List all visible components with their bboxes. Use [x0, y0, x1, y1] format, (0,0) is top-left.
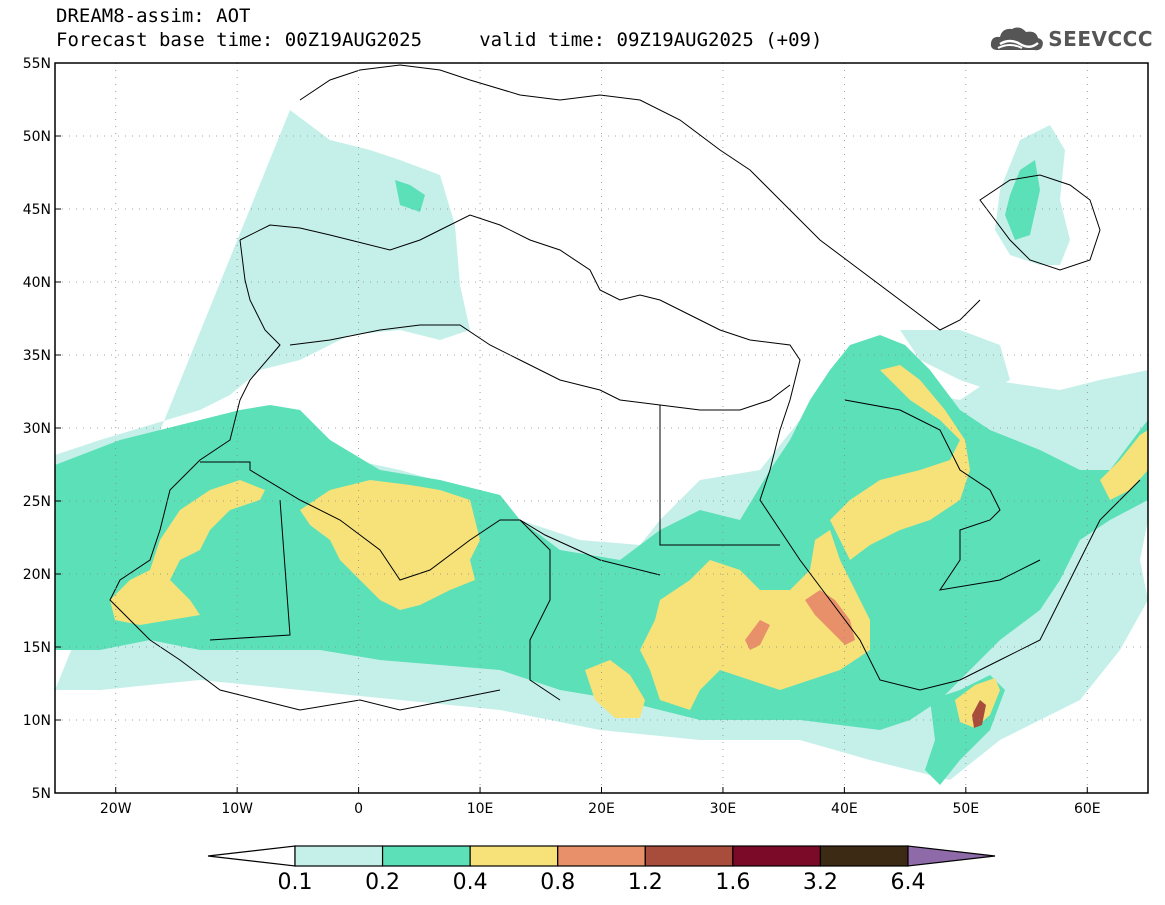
- lon-tick-label: 0: [354, 801, 363, 817]
- aot-0.4-gulf: [1100, 430, 1148, 500]
- lat-tick-label: 5N: [32, 786, 51, 802]
- cloud-icon: [991, 27, 1044, 51]
- aot-0.4-mali-algeria: [300, 480, 480, 610]
- colorbar-level-label: 0.4: [452, 870, 488, 895]
- colorbar-under-arrow: [207, 845, 296, 867]
- lat-tick-label: 10N: [23, 713, 51, 729]
- lon-tick-label: 10E: [467, 801, 494, 817]
- lon-tick-label: 50E: [952, 801, 979, 817]
- aot-0.2-caspian: [1005, 160, 1040, 240]
- colorbar-swatch: [644, 845, 734, 867]
- lon-tick-label: 20E: [588, 801, 615, 817]
- colorbar-level-label: 1.2: [627, 870, 663, 895]
- aot-0.4-west-africa: [110, 480, 265, 625]
- lon-tick-label: 10W: [221, 801, 253, 817]
- lat-tick-label: 50N: [23, 129, 51, 145]
- colorbar-level-label: 0.1: [277, 870, 313, 895]
- lat-tick-label: 20N: [23, 567, 51, 583]
- lat-tick-label: 45N: [23, 202, 51, 218]
- lon-tick-label: 60E: [1074, 801, 1101, 817]
- lat-tick-label: 15N: [23, 640, 51, 656]
- aot-0.2-france: [395, 180, 425, 212]
- aot-0.4-chad: [585, 660, 645, 718]
- colorbar-swatch: [732, 845, 822, 867]
- seevccc-logo: SEEVCCC: [990, 22, 1153, 56]
- aot-0.4-sudan: [640, 530, 870, 710]
- aot-0.4-arabia: [830, 365, 970, 560]
- colorbar-swatch: [381, 845, 471, 867]
- colorbar-level-label: 6.4: [890, 870, 926, 895]
- lat-tick-label: 35N: [23, 348, 51, 364]
- lon-tick-label: 30E: [710, 801, 737, 817]
- axis-ticks: 20W 10W 0 10E 20E 30E 40E 50E 60E 55N 50N 45N 40N 35N…: [23, 56, 1101, 817]
- forecast-times: Forecast base time: 00Z19AUG2025 valid t…: [56, 29, 823, 51]
- colorbar-swatch: [469, 845, 559, 867]
- colorbar-swatch: [557, 845, 646, 867]
- colorbar-level-label: 3.2: [802, 870, 838, 895]
- aot-0.4-somalia: [955, 678, 1000, 728]
- aot-0.8-somalia-core: [972, 700, 986, 728]
- aot-field: [55, 110, 1148, 785]
- logo-text: SEEVCCC: [1048, 27, 1153, 51]
- colorbar-over-arrow: [907, 845, 996, 867]
- lon-tick-label: 40E: [831, 801, 858, 817]
- colorbar-swatch: [819, 845, 909, 867]
- coastlines: [109, 64, 1141, 711]
- aot-0.8-red-sea: [805, 590, 855, 645]
- colorbar-swatch: [294, 845, 384, 867]
- aot-0.8-sudan-spot: [745, 620, 770, 650]
- lat-tick-label: 25N: [23, 494, 51, 510]
- colorbar-level-label: 0.8: [540, 870, 576, 895]
- colorbar-level-label: 1.6: [715, 870, 751, 895]
- lat-tick-label: 30N: [23, 421, 51, 437]
- colorbar-level-label: 0.2: [365, 870, 401, 895]
- lat-tick-label: 40N: [23, 275, 51, 291]
- map-title: DREAM8-assim: AOT: [56, 5, 251, 27]
- aot-0.1-iran: [900, 330, 1010, 390]
- aot-0.2-sahel-band: [55, 335, 1148, 730]
- lat-tick-label: 55N: [23, 56, 51, 72]
- colorbar: [207, 845, 996, 867]
- lon-tick-label: 20W: [100, 801, 132, 817]
